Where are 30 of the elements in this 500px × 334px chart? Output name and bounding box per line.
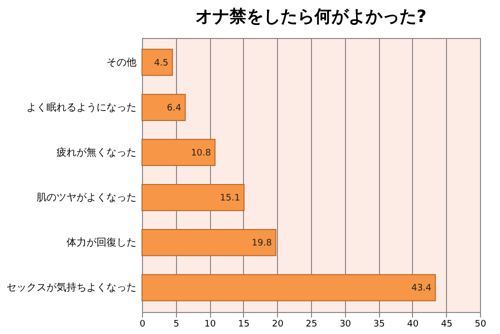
bar — [142, 229, 276, 256]
y-tick-label: 肌のツヤがよくなった — [36, 192, 136, 204]
y-tick-label: その他 — [106, 56, 136, 68]
data-label: 6.4 — [166, 103, 182, 114]
data-label: 15.1 — [220, 194, 240, 204]
bar — [142, 94, 186, 121]
x-tick-label: 15 — [238, 320, 250, 330]
x-tick-label: 20 — [272, 320, 284, 330]
data-label: 19.8 — [252, 238, 272, 249]
x-tick-label: 40 — [407, 320, 419, 330]
x-tick-label: 0 — [140, 320, 146, 330]
x-tick-label: 30 — [340, 320, 352, 330]
x-tick-label: 45 — [440, 320, 452, 330]
y-tick-label: 体力が回復した — [66, 236, 136, 249]
y-tick-label: よく眠れるようになった — [26, 102, 136, 114]
data-label: 43.4 — [411, 284, 432, 294]
x-tick-label: 10 — [204, 320, 216, 330]
bar — [142, 48, 173, 76]
bar — [142, 184, 245, 212]
data-label: 4.5 — [154, 58, 168, 68]
data-label: 10.8 — [190, 148, 212, 158]
x-tick-label: 35 — [373, 320, 385, 330]
x-tick-label: 25 — [306, 320, 318, 330]
chart-title: オナ禁をしたら何がよかった? — [196, 7, 426, 27]
bar — [142, 274, 436, 302]
x-tick-label: 50 — [474, 320, 486, 330]
x-tick-label: 5 — [173, 320, 180, 330]
y-tick-label: セックスが気持ちよくなった — [6, 282, 136, 294]
bar — [142, 138, 216, 166]
y-tick-label: 疲れが無くなった — [56, 146, 136, 158]
